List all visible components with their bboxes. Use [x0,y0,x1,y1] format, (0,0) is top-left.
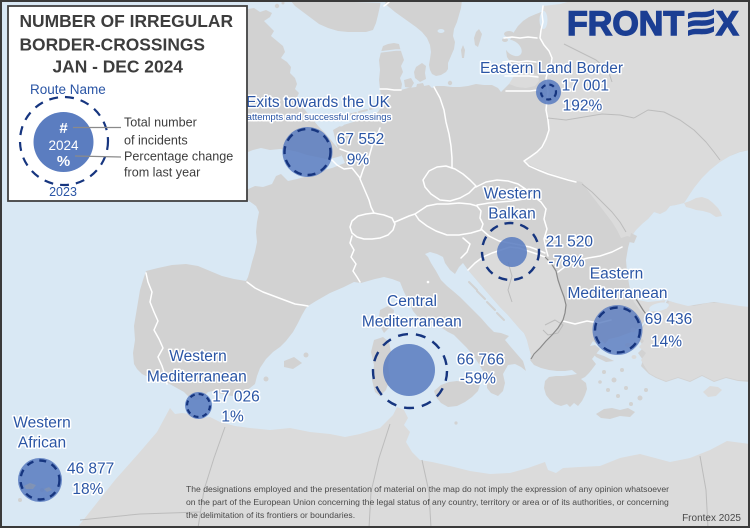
svg-text:14%: 14% [651,334,682,351]
svg-text:from last year: from last year [124,165,200,179]
svg-text:69 436: 69 436 [645,311,692,328]
svg-text:21 520: 21 520 [546,233,594,250]
svg-text:2023: 2023 [49,185,77,199]
svg-text:#: # [59,120,68,137]
svg-text:Frontex 2025: Frontex 2025 [682,513,741,524]
svg-text:Balkan: Balkan [488,205,535,222]
svg-text:192%: 192% [563,97,603,114]
svg-text:18%: 18% [72,481,103,498]
svg-text:17 026: 17 026 [212,388,259,405]
svg-text:Eastern Land Border: Eastern Land Border [480,60,623,77]
svg-text:JAN - DEC 2024: JAN - DEC 2024 [53,57,184,77]
svg-text:Mediterranean: Mediterranean [362,314,462,331]
svg-text:9%: 9% [347,152,370,169]
svg-text:The designations employed and: The designations employed and the presen… [186,484,669,494]
svg-text:attempts and successful crossi: attempts and successful crossings [247,112,392,123]
svg-text:Western: Western [169,348,226,365]
svg-text:17 001: 17 001 [562,77,609,94]
svg-text:Central: Central [387,293,437,310]
svg-text:African: African [18,434,66,451]
svg-text:%: % [57,153,70,170]
svg-text:-78%: -78% [548,253,584,270]
svg-text:X: X [716,5,739,43]
svg-text:Mediterranean: Mediterranean [147,368,247,385]
svg-text:Mediterranean: Mediterranean [568,285,668,302]
svg-text:Western: Western [13,414,70,431]
svg-text:the delimitation of its fronti: the delimitation of its frontiers or bou… [186,510,355,520]
svg-text:1%: 1% [221,408,244,425]
svg-text:Percentage change: Percentage change [124,149,233,163]
svg-text:Eastern: Eastern [590,265,643,282]
svg-text:of incidents: of incidents [124,133,188,147]
svg-text:Total number: Total number [124,115,197,129]
svg-text:67 552: 67 552 [337,131,384,148]
svg-text:Route Name: Route Name [30,82,106,97]
svg-text:46 877: 46 877 [67,460,114,477]
svg-text:66 766: 66 766 [457,351,504,368]
svg-text:BORDER-CROSSINGS: BORDER-CROSSINGS [20,35,206,55]
svg-text:on the part of the European Un: on the part of the European Union concer… [186,497,669,507]
svg-text:-59%: -59% [460,371,496,388]
svg-text:FRONT: FRONT [567,5,684,43]
svg-text:NUMBER OF IRREGULAR: NUMBER OF IRREGULAR [20,11,234,31]
svg-text:2024: 2024 [48,138,79,153]
svg-text:Exits towards the UK: Exits towards the UK [246,94,391,111]
svg-text:Western: Western [484,185,541,202]
